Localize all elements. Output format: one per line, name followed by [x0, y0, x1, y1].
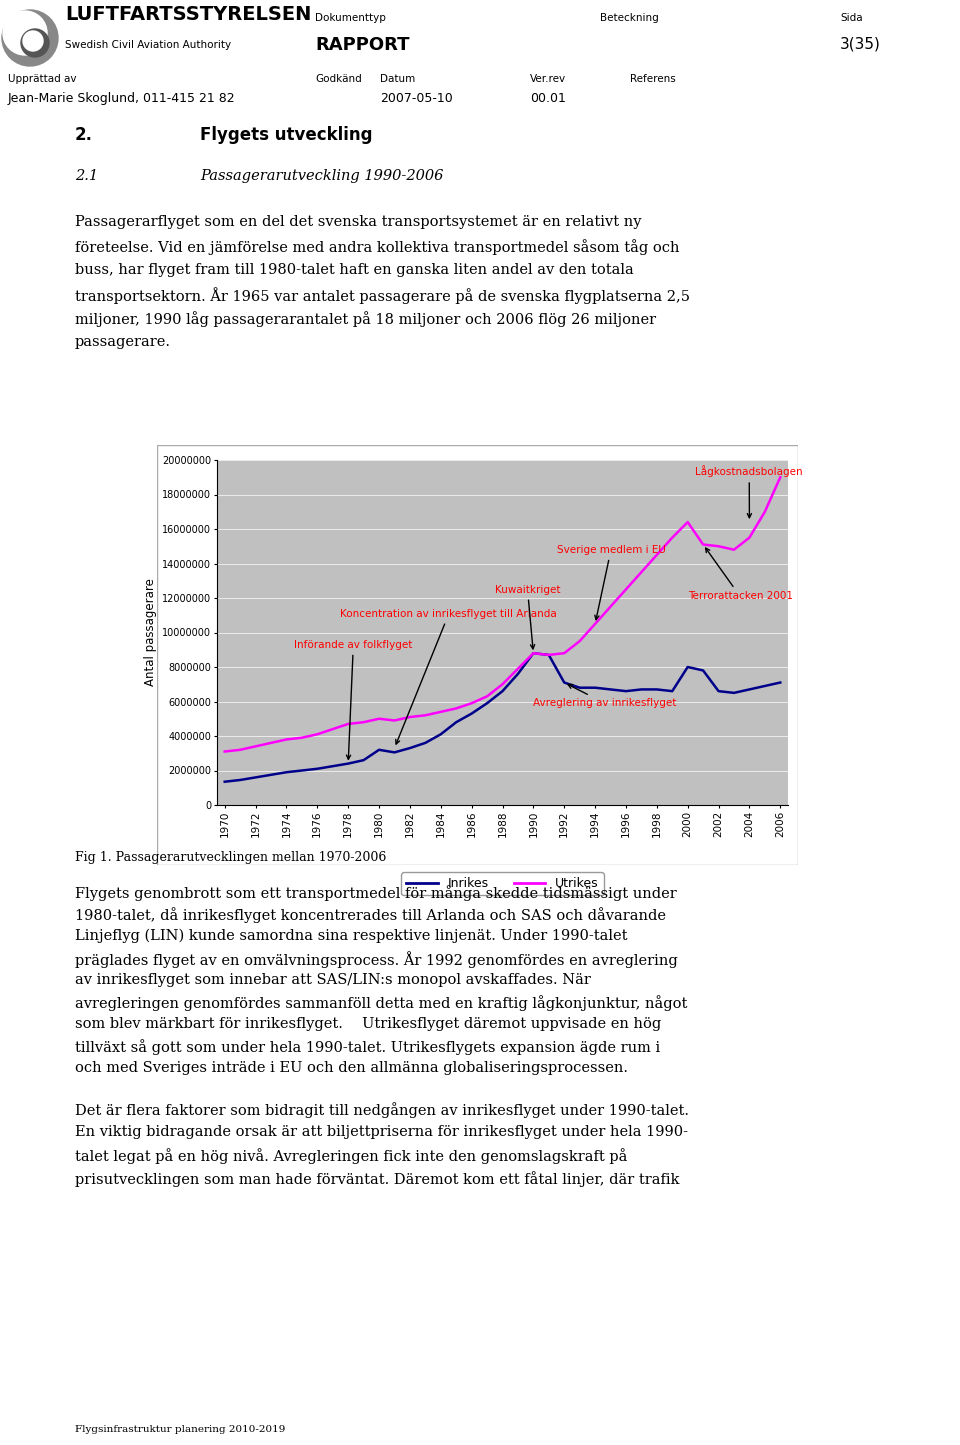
Text: Flygets utveckling: Flygets utveckling — [200, 126, 372, 144]
Circle shape — [2, 10, 58, 66]
Circle shape — [3, 12, 47, 55]
Text: Ver.rev: Ver.rev — [530, 74, 566, 84]
Text: Passagerarutveckling 1990-2006: Passagerarutveckling 1990-2006 — [200, 169, 444, 184]
Text: och med Sveriges inträde i EU och den allmänna globaliseringsprocessen.: och med Sveriges inträde i EU och den al… — [75, 1061, 628, 1075]
Text: 2.1: 2.1 — [75, 169, 98, 184]
Text: företeelse. Vid en jämförelse med andra kollektiva transportmedel såsom tåg och: företeelse. Vid en jämförelse med andra … — [75, 238, 680, 254]
Text: buss, har flyget fram till 1980-talet haft en ganska liten andel av den totala: buss, har flyget fram till 1980-talet ha… — [75, 263, 634, 277]
Text: Fig 1. Passagerarutvecklingen mellan 1970-2006: Fig 1. Passagerarutvecklingen mellan 197… — [75, 851, 386, 864]
Text: Godkänd: Godkänd — [315, 74, 362, 84]
Text: talet legat på en hög nivå. Avregleringen fick inte den genomslagskraft på: talet legat på en hög nivå. Avregleringe… — [75, 1147, 628, 1163]
Text: 2.: 2. — [75, 126, 93, 144]
Text: Referens: Referens — [630, 74, 676, 84]
Text: Passagerarflyget som en del det svenska transportsystemet är en relativt ny: Passagerarflyget som en del det svenska … — [75, 215, 641, 228]
Text: Sverige medlem i EU: Sverige medlem i EU — [557, 545, 665, 620]
Text: Upprättad av: Upprättad av — [8, 74, 77, 84]
Text: Beteckning: Beteckning — [600, 13, 659, 23]
Text: 1980-talet, då inrikesflyget koncentrerades till Arlanda och SAS och dåvarande: 1980-talet, då inrikesflyget koncentrera… — [75, 907, 666, 923]
Text: tillväxt så gott som under hela 1990-talet. Utrikesflygets expansion ägde rum i: tillväxt så gott som under hela 1990-tal… — [75, 1039, 660, 1055]
Text: miljoner, 1990 låg passagerarantalet på 18 miljoner och 2006 flög 26 miljoner: miljoner, 1990 låg passagerarantalet på … — [75, 311, 656, 327]
Text: Koncentration av inrikesflyget till Arlanda: Koncentration av inrikesflyget till Arla… — [341, 608, 557, 744]
Legend: Inrikes, Utrikes: Inrikes, Utrikes — [401, 873, 604, 896]
Text: Det är flera faktorer som bidragit till nedgången av inrikesflyget under 1990-ta: Det är flera faktorer som bidragit till … — [75, 1103, 689, 1118]
Text: Dokumenttyp: Dokumenttyp — [315, 13, 386, 23]
Text: som blev märkbart för inrikesflyget.  Utrikesflyget däremot uppvisade en hög: som blev märkbart för inrikesflyget. Utr… — [75, 1017, 661, 1030]
Text: 3(35): 3(35) — [840, 36, 881, 51]
Text: Sida: Sida — [840, 13, 863, 23]
Text: prisutvecklingen som man hade förväntat. Däremot kom ett fåtal linjer, där trafi: prisutvecklingen som man hade förväntat.… — [75, 1170, 680, 1186]
Text: av inrikesflyget som innebar att SAS/LIN:s monopol avskaffades. När: av inrikesflyget som innebar att SAS/LIN… — [75, 972, 590, 987]
Text: passagerare.: passagerare. — [75, 335, 171, 350]
Text: Lågkostnadsbolagen: Lågkostnadsbolagen — [695, 465, 803, 517]
Text: LUFTFARTSSTYRELSEN: LUFTFARTSSTYRELSEN — [65, 4, 311, 25]
Text: Terrorattacken 2001: Terrorattacken 2001 — [687, 548, 793, 601]
Text: En viktig bidragande orsak är att biljettpriserna för inrikesflyget under hela 1: En viktig bidragande orsak är att biljet… — [75, 1126, 688, 1139]
Text: 2007-05-10: 2007-05-10 — [380, 92, 453, 105]
Circle shape — [21, 29, 49, 56]
Text: präglades flyget av en omvälvningsprocess. År 1992 genomfördes en avreglering: präglades flyget av en omvälvningsproces… — [75, 951, 678, 968]
Text: Swedish Civil Aviation Authority: Swedish Civil Aviation Authority — [65, 40, 231, 51]
Text: Flygets genombrott som ett transportmedel för många skedde tidsmässigt under: Flygets genombrott som ett transportmede… — [75, 884, 677, 900]
Text: transportsektorn. År 1965 var antalet passagerare på de svenska flygplatserna 2,: transportsektorn. År 1965 var antalet pa… — [75, 288, 690, 303]
Circle shape — [23, 30, 43, 51]
Text: Linjeflyg (LIN) kunde samordna sina respektive linjenät. Under 1990-talet: Linjeflyg (LIN) kunde samordna sina resp… — [75, 929, 628, 944]
Text: 00.01: 00.01 — [530, 92, 565, 105]
Text: RAPPORT: RAPPORT — [315, 36, 410, 53]
Text: Införande av folkflyget: Införande av folkflyget — [294, 640, 413, 759]
Text: Jean-Marie Skoglund, 011-415 21 82: Jean-Marie Skoglund, 011-415 21 82 — [8, 92, 235, 105]
Text: avregleringen genomfördes sammanföll detta med en kraftig lågkonjunktur, något: avregleringen genomfördes sammanföll det… — [75, 996, 687, 1011]
Text: Kuwaitkriget: Kuwaitkriget — [494, 585, 561, 649]
Text: Avreglering av inrikesflyget: Avreglering av inrikesflyget — [534, 685, 677, 708]
Text: Flygsinfrastruktur planering 2010-2019: Flygsinfrastruktur planering 2010-2019 — [75, 1426, 285, 1435]
Text: Datum: Datum — [380, 74, 416, 84]
Y-axis label: Antal passagerare: Antal passagerare — [144, 578, 156, 686]
